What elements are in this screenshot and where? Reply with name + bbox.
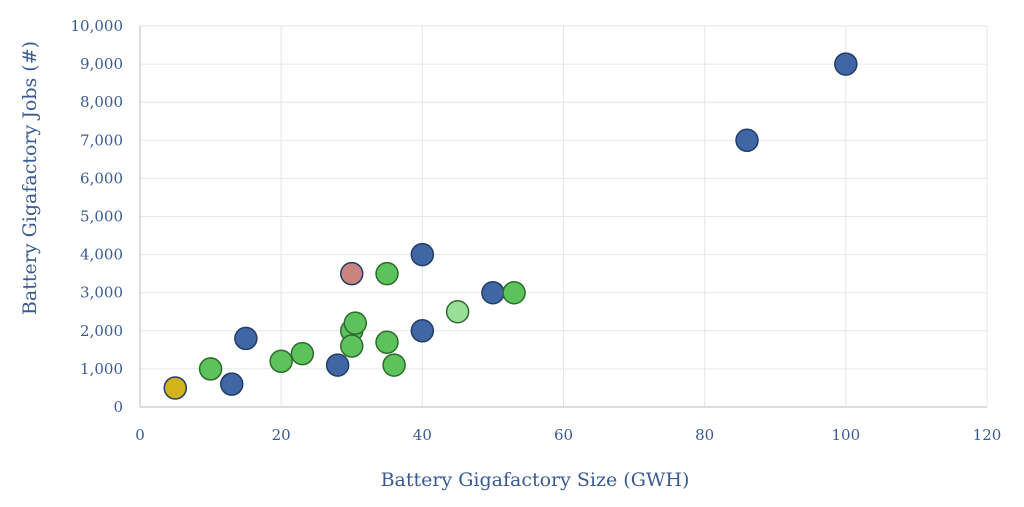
data-point <box>290 341 315 366</box>
data-point <box>375 330 399 354</box>
x-tick-label: 40 <box>413 426 432 444</box>
y-tick-label: 4,000 <box>80 246 123 264</box>
data-point <box>502 280 526 305</box>
data-point <box>340 334 364 358</box>
data-point <box>410 242 435 267</box>
data-point <box>325 353 350 377</box>
x-tick-label: 60 <box>554 426 573 444</box>
y-tick-label: 6,000 <box>80 169 123 187</box>
data-point <box>735 128 759 153</box>
y-tick-label: 10,000 <box>71 17 124 35</box>
x-tick-label: 120 <box>973 426 1002 444</box>
data-point <box>445 300 470 324</box>
y-tick-label: 8,000 <box>80 93 123 111</box>
data-point <box>410 319 435 343</box>
data-point <box>375 261 399 286</box>
x-axis-title: Battery Gigafactory Size (GWH) <box>381 469 690 491</box>
y-tick-label: 5,000 <box>80 208 123 226</box>
data-point <box>382 353 406 377</box>
y-axis-title: Battery Gigafactory Jobs (#) <box>19 41 41 315</box>
y-tick-label: 7,000 <box>80 131 123 149</box>
data-point <box>234 326 258 351</box>
x-tick-label: 100 <box>832 426 861 444</box>
y-tick-label: 3,000 <box>80 284 123 302</box>
x-tick-label: 80 <box>695 426 714 444</box>
gridlines <box>140 25 988 407</box>
tick-labels: 0 20 40 60 80 100 120 0 1,000 2,000 3,000 4,000 5,00… <box>71 17 1002 444</box>
data-point <box>343 311 368 335</box>
y-tick-label: 0 <box>113 398 123 416</box>
y-tick-label: 9,000 <box>80 55 123 73</box>
data-point <box>198 357 223 381</box>
y-tick-label: 2,000 <box>80 322 123 340</box>
y-tick-label: 1,000 <box>80 360 123 378</box>
data-point <box>269 349 293 374</box>
data-point <box>340 261 364 286</box>
data-point <box>834 52 858 76</box>
x-tick-label: 0 <box>135 426 145 444</box>
data-points <box>163 52 858 400</box>
data-point <box>481 280 505 305</box>
axes <box>139 26 987 408</box>
x-tick-label: 20 <box>272 426 291 444</box>
data-point <box>163 376 188 400</box>
data-point <box>220 372 244 396</box>
